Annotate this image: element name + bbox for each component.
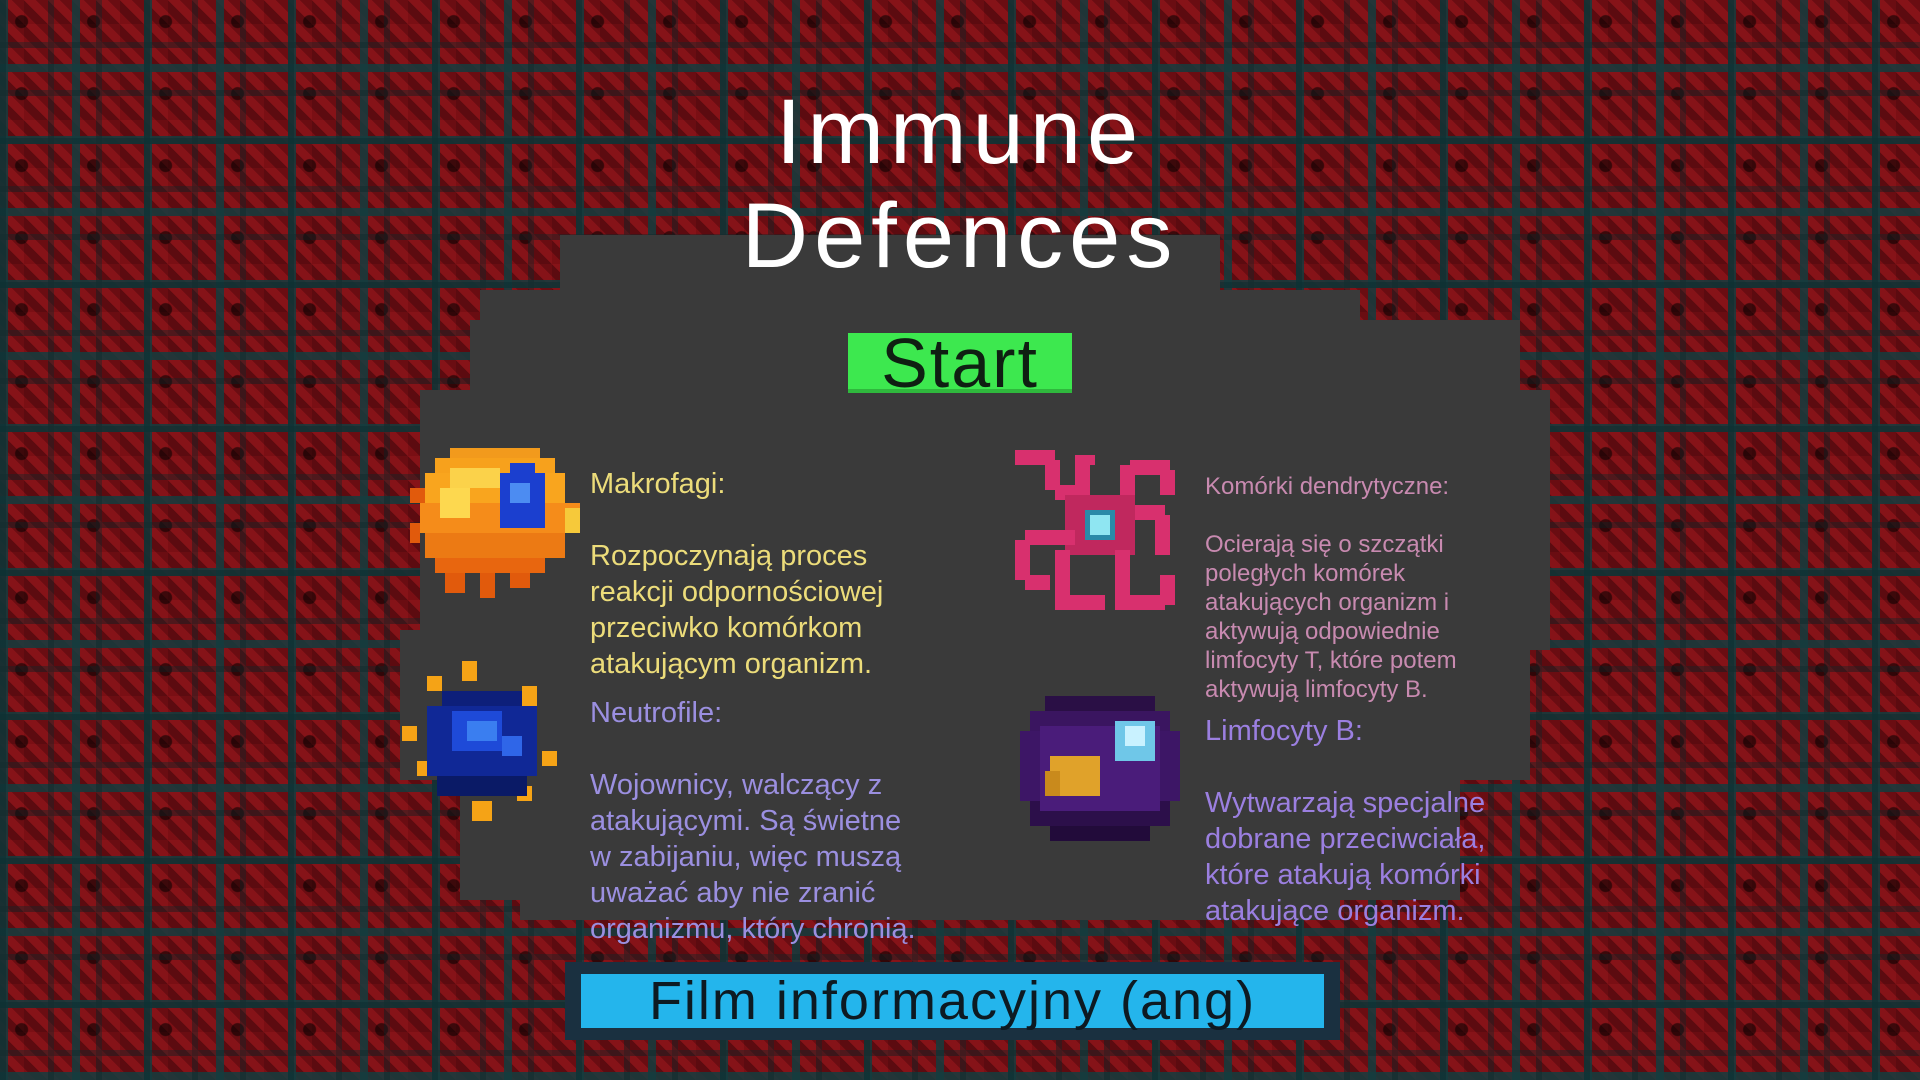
b-lymphocyte-sprite-icon <box>1020 696 1180 841</box>
b-lymphocytes-name: Limfocyty B: <box>1205 715 1363 747</box>
dendritic-description: Komórki dendrytyczne: Ocierają się o szc… <box>1205 443 1505 733</box>
macrophages-description: Makrofagi: Rozpoczynają proces reakcji o… <box>590 430 950 718</box>
info-film-button[interactable]: Film informacyjny (ang) <box>565 962 1340 1040</box>
dendritic-cell-sprite-icon <box>1015 450 1175 610</box>
dendritic-name: Komórki dendrytyczne: <box>1205 473 1450 500</box>
neutrophil-sprite-icon <box>402 661 557 821</box>
dendritic-text: Ocierają się o szczątki poległych komóre… <box>1205 531 1457 703</box>
info-film-button-face <box>581 974 1324 1028</box>
macrophages-name: Makrofagi: <box>590 468 726 500</box>
start-button[interactable]: Start <box>848 328 1072 398</box>
macrophages-text: Rozpoczynają proces reakcji odpornościow… <box>590 540 884 680</box>
macrophage-sprite-icon <box>410 448 580 598</box>
b-lymphocytes-text: Wytwarzają specjalne dobrane przeciwciał… <box>1205 787 1486 927</box>
game-title-line-2: Defences <box>741 185 1179 287</box>
game-title: Immune Defences <box>0 80 1920 288</box>
info-film-button-label: Film informacyjny (ang) <box>648 971 1257 1031</box>
neutrophils-text: Wojownicy, walczący z atakującymi. Są św… <box>590 769 916 945</box>
neutrophils-name: Neutrofile: <box>590 697 723 729</box>
neutrophils-description: Neutrofile: Wojownicy, walczący z atakuj… <box>590 659 970 983</box>
b-lymphocytes-description: Limfocyty B: Wytwarzają specjalne dobran… <box>1205 677 1525 965</box>
game-title-line-1: Immune <box>775 81 1145 183</box>
